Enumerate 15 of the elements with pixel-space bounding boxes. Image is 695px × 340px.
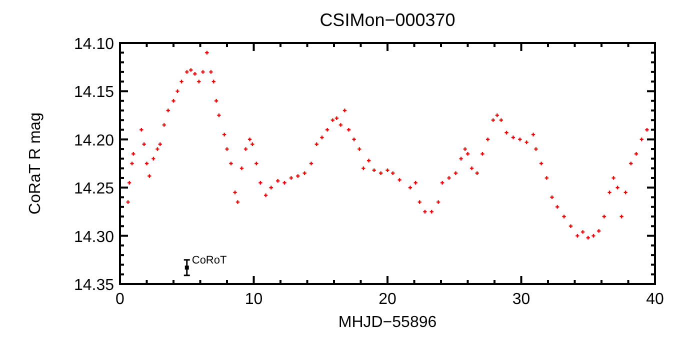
y-tick-label: 14.20 (74, 132, 114, 150)
y-tick-label: 14.15 (74, 84, 114, 102)
x-tick-label: 40 (646, 291, 664, 308)
y-tick-label: 14.30 (74, 228, 114, 246)
x-tick-label: 30 (512, 291, 530, 308)
annotation: CoRoT (192, 254, 227, 267)
y-tick-label: 14.10 (74, 36, 114, 53)
x-tick-label: 10 (244, 291, 263, 308)
y-tick-label: 14.35 (74, 277, 114, 294)
x-axis-title: MHJD−55896 (338, 314, 437, 331)
x-tick-label: 0 (116, 291, 125, 308)
x-tick-label: 20 (378, 291, 396, 308)
chart-title: CSIMon−000370 (320, 10, 456, 30)
y-tick-label: 14.25 (74, 180, 114, 198)
y-axis-title: CoRaT R mag (27, 112, 44, 214)
